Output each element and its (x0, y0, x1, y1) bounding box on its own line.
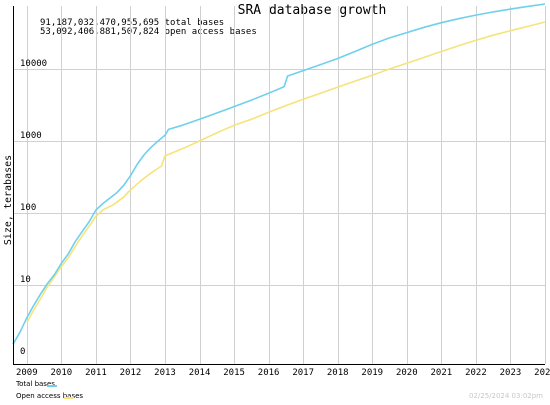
series-lines (12, 3, 546, 345)
legend-label-total: Total bases (15, 380, 55, 388)
y-tick-label: 0 (20, 347, 25, 357)
series-total-bases-line (12, 3, 546, 345)
x-tick-label: 2016 (258, 368, 280, 378)
x-tick-label: 2018 (327, 368, 349, 378)
y-tick-label: 1000 (20, 131, 42, 141)
x-tick-label: 2024 (534, 368, 550, 378)
x-tick-label: 2010 (51, 368, 73, 378)
x-tick-label: 2023 (500, 368, 522, 378)
legend-label-open: Open access bases (16, 392, 83, 400)
x-tick-label: 2011 (85, 368, 107, 378)
x-tick-label: 2012 (120, 368, 142, 378)
chart-title: SRA database growth (238, 3, 387, 18)
x-tick-label: 2021 (431, 368, 453, 378)
timestamp: 02/25/2024 03:02pm (469, 392, 543, 400)
series-open-access-line (26, 21, 546, 323)
y-tick-label: 100 (20, 203, 36, 213)
grid (13, 6, 546, 364)
x-tick-label: 2017 (292, 368, 314, 378)
y-tick-label: 10 (20, 275, 31, 285)
x-tick-label: 2009 (16, 368, 38, 378)
y-tick-label: 10000 (20, 59, 47, 69)
open-access-summary: 53,092,406,881,507,824 open access bases (40, 27, 257, 37)
x-tick-label: 2014 (189, 368, 211, 378)
x-tick-label: 2019 (361, 368, 383, 378)
x-tick-label: 2022 (465, 368, 487, 378)
axes (13, 6, 545, 365)
x-tick-label: 2015 (223, 368, 245, 378)
y-axis-label: Size, terabases (3, 155, 14, 245)
x-tick-label: 2020 (396, 368, 418, 378)
tick-labels: 0 10 100 1000 10000 2009 2010 2011 2012 2013 2014 2… (16, 59, 550, 378)
x-tick-label: 2013 (154, 368, 176, 378)
total-bases-summary: 91,187,032,470,955,695 total bases (40, 18, 224, 28)
legend: Total bases Open access bases (15, 380, 83, 400)
